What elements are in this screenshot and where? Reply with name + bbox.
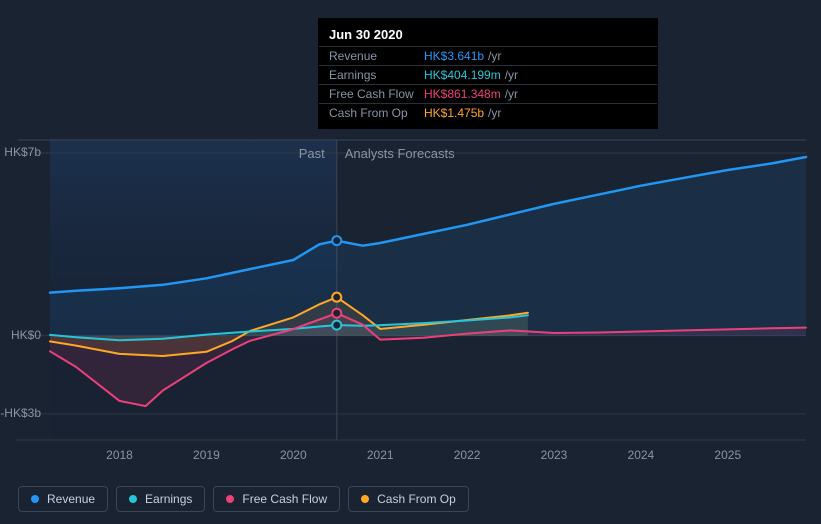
legend-item-label: Free Cash Flow [242,492,327,506]
x-tick-label: 2023 [541,448,568,462]
tooltip-row-suffix: /yr [488,106,501,120]
tooltip-row: Free Cash FlowHK$861.348m/yr [319,84,657,103]
y-tick-label: HK$7b [0,145,41,159]
past-label: Past [299,146,325,161]
legend-item-label: Revenue [47,492,95,506]
tooltip-row-suffix: /yr [505,87,518,101]
tooltip-row-value: HK$404.199m [424,68,501,82]
marker-revenue [332,236,341,245]
chart-legend: Revenue Earnings Free Cash Flow Cash From O… [18,486,469,512]
tooltip-row: RevenueHK$3.641b/yr [319,46,657,65]
y-tick-label: HK$0 [0,328,41,342]
x-tick-label: 2024 [628,448,655,462]
marker-earnings [332,321,341,330]
legend-swatch-icon [31,495,39,503]
x-tick-label: 2021 [367,448,394,462]
tooltip-row: EarningsHK$404.199m/yr [319,65,657,84]
legend-swatch-icon [129,495,137,503]
tooltip-row-label: Free Cash Flow [329,87,424,101]
legend-item-revenue[interactable]: Revenue [18,486,108,512]
legend-item-cash_from_op[interactable]: Cash From Op [348,486,469,512]
tooltip-row-label: Revenue [329,49,424,63]
legend-item-free_cash_flow[interactable]: Free Cash Flow [213,486,340,512]
x-tick-label: 2020 [280,448,307,462]
tooltip-row-value: HK$1.475b [424,106,484,120]
tooltip-row-suffix: /yr [488,49,501,63]
marker-free_cash_flow [332,309,341,318]
marker-cash_from_op [332,293,341,302]
tooltip-row-label: Cash From Op [329,106,424,120]
y-tick-label: -HK$3b [0,406,41,420]
tooltip-row-value: HK$861.348m [424,87,501,101]
chart-tooltip: Jun 30 2020 RevenueHK$3.641b/yrEarningsH… [318,18,658,129]
tooltip-date: Jun 30 2020 [319,25,657,46]
x-tick-label: 2025 [714,448,741,462]
x-tick-label: 2018 [106,448,133,462]
x-tick-label: 2022 [454,448,481,462]
legend-swatch-icon [226,495,234,503]
legend-item-earnings[interactable]: Earnings [116,486,205,512]
tooltip-row-suffix: /yr [505,68,518,82]
tooltip-row: Cash From OpHK$1.475b/yr [319,103,657,122]
x-tick-label: 2019 [193,448,220,462]
forecast-label: Analysts Forecasts [345,146,455,161]
tooltip-row-value: HK$3.641b [424,49,484,63]
legend-item-label: Earnings [145,492,192,506]
legend-item-label: Cash From Op [377,492,456,506]
tooltip-row-label: Earnings [329,68,424,82]
legend-swatch-icon [361,495,369,503]
